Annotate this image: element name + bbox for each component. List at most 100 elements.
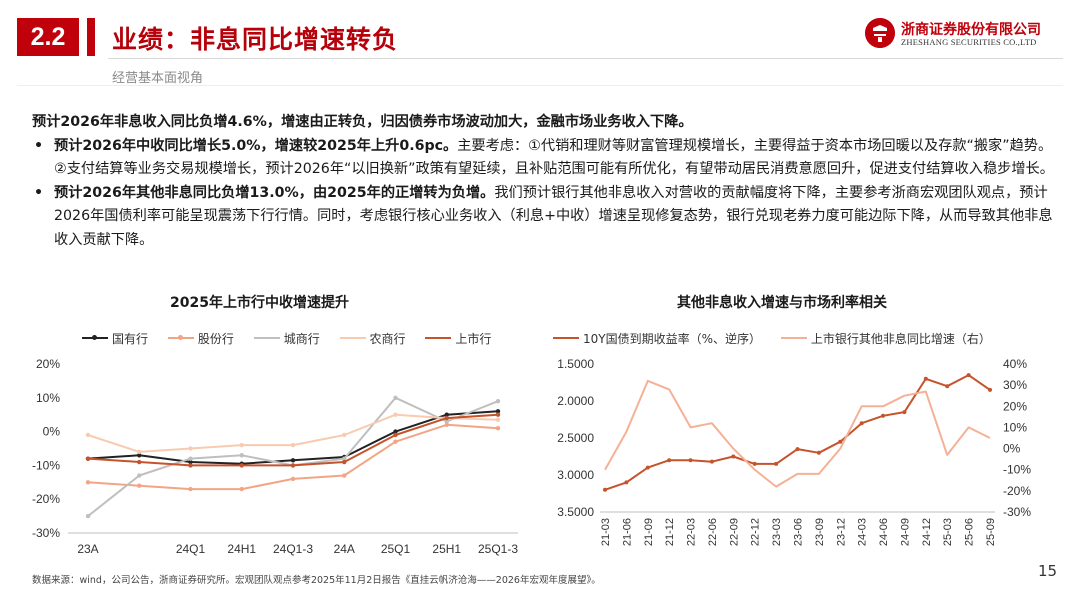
y-tick-label: 0% bbox=[43, 425, 61, 439]
data-point bbox=[924, 377, 928, 381]
legend-item: 城商行 bbox=[254, 330, 320, 347]
data-point bbox=[393, 433, 397, 437]
legend-label: 10Y国债到期收益率（%、逆序） bbox=[583, 330, 761, 347]
x-tick-label: 21-03 bbox=[600, 518, 612, 546]
data-point bbox=[291, 477, 295, 481]
data-point bbox=[86, 480, 90, 484]
x-tick-label: 25Q1-3 bbox=[478, 542, 518, 556]
data-point bbox=[774, 462, 778, 466]
x-tick-label: 24-06 bbox=[878, 518, 890, 546]
legend-item: 上市银行其他非息同比增速（右） bbox=[781, 330, 991, 347]
x-tick-label: 24H1 bbox=[227, 542, 256, 556]
legend-label: 城商行 bbox=[284, 330, 320, 347]
data-point bbox=[945, 384, 949, 388]
data-point bbox=[393, 413, 397, 417]
section-number-badge: 2.2 bbox=[17, 18, 79, 56]
x-tick-label: 23A bbox=[77, 542, 98, 556]
header-divider bbox=[108, 58, 1063, 59]
data-point bbox=[291, 463, 295, 467]
data-point bbox=[137, 460, 141, 464]
data-point bbox=[240, 453, 244, 457]
data-point bbox=[496, 418, 500, 422]
data-point bbox=[967, 373, 971, 377]
legend-item: 国有行 bbox=[82, 330, 148, 347]
y-tick-label: 10% bbox=[36, 391, 60, 405]
data-point bbox=[445, 416, 449, 420]
data-point bbox=[86, 433, 90, 437]
page-subtitle: 经营基本面视角 bbox=[112, 67, 203, 86]
legend-item: 股份行 bbox=[168, 330, 234, 347]
y-tick-label: -20% bbox=[32, 492, 60, 506]
x-tick-label: 23-03 bbox=[771, 518, 783, 546]
data-point bbox=[796, 447, 800, 451]
left-y-tick-label: 3.5000 bbox=[557, 505, 594, 519]
data-point bbox=[137, 450, 141, 454]
data-point bbox=[291, 443, 295, 447]
series-line bbox=[88, 411, 498, 463]
right-y-tick-label: 40% bbox=[1003, 357, 1027, 371]
x-tick-label: 21-12 bbox=[664, 518, 676, 546]
left-chart-legend: 国有行 股份行 城商行 农商行 上市行 bbox=[82, 328, 507, 347]
data-point bbox=[342, 460, 346, 464]
legend-swatch bbox=[553, 337, 579, 339]
legend-swatch bbox=[82, 337, 108, 339]
series-line bbox=[88, 415, 498, 466]
data-point bbox=[689, 458, 693, 462]
title-accent-bar bbox=[87, 18, 95, 56]
data-point bbox=[86, 456, 90, 460]
data-point bbox=[188, 487, 192, 491]
x-tick-label: 25Q1 bbox=[381, 542, 411, 556]
bullet-other-noninterest: • 预计2026年其他非息同比负增13.0%，由2025年的正增转为负增。我们预… bbox=[32, 182, 1062, 253]
data-point bbox=[838, 440, 842, 444]
data-point bbox=[753, 462, 757, 466]
legend-label: 上市银行其他非息同比增速（右） bbox=[811, 330, 991, 347]
x-tick-label: 25-03 bbox=[942, 518, 954, 546]
content-divider bbox=[17, 85, 1063, 86]
data-point bbox=[240, 443, 244, 447]
x-tick-label: 23-06 bbox=[793, 518, 805, 546]
bullet-fee-income-bold: 预计2026年中收同比增长5.0%，增速较2025年上升0.6pc。 bbox=[54, 138, 457, 154]
left-line-chart: -30% -20% -10% 0% 10% 20% 23A 24Q1 24H1 24Q1-3 24A… bbox=[18, 350, 528, 565]
y-tick-label: 20% bbox=[36, 357, 60, 371]
data-point bbox=[710, 460, 714, 464]
data-point bbox=[624, 480, 628, 484]
bullet-glyph: • bbox=[34, 182, 43, 206]
data-point bbox=[988, 388, 992, 392]
data-point bbox=[496, 399, 500, 403]
data-point bbox=[86, 514, 90, 518]
lead-paragraph: 预计2026年非息收入同比负增4.6%，增速由正转负，归因债券市场波动加大，金融… bbox=[32, 111, 1062, 135]
legend-swatch bbox=[168, 337, 194, 339]
right-chart-legend: 10Y国债到期收益率（%、逆序） 上市银行其他非息同比增速（右） bbox=[553, 328, 1007, 347]
data-point bbox=[188, 446, 192, 450]
legend-label: 股份行 bbox=[198, 330, 234, 347]
body-text: 预计2026年非息收入同比负增4.6%，增速由正转负，归因债券市场波动加大，金融… bbox=[32, 111, 1062, 252]
right-y-tick-label: 20% bbox=[1003, 399, 1027, 413]
x-tick-label: 24Q1 bbox=[176, 542, 206, 556]
data-point bbox=[342, 433, 346, 437]
series-line bbox=[605, 381, 990, 487]
data-point bbox=[646, 466, 650, 470]
logo-mark-icon bbox=[865, 18, 895, 48]
x-tick-label: 22-12 bbox=[750, 518, 762, 546]
data-point bbox=[496, 426, 500, 430]
right-y-tick-label: -20% bbox=[1003, 484, 1031, 498]
bullet-glyph: • bbox=[34, 135, 43, 159]
legend-label: 国有行 bbox=[112, 330, 148, 347]
data-point bbox=[496, 413, 500, 417]
logo-company-name-en: ZHESHANG SECURITIES CO.,LTD bbox=[901, 37, 1036, 47]
data-point bbox=[603, 488, 607, 492]
legend-item: 10Y国债到期收益率（%、逆序） bbox=[553, 330, 761, 347]
data-point bbox=[137, 473, 141, 477]
data-point bbox=[240, 487, 244, 491]
x-tick-label: 24-09 bbox=[899, 518, 911, 546]
left-y-tick-label: 2.5000 bbox=[557, 431, 594, 445]
legend-swatch bbox=[254, 337, 280, 339]
data-point bbox=[860, 421, 864, 425]
x-tick-label: 24Q1-3 bbox=[273, 542, 313, 556]
bullet-other-noninterest-bold: 预计2026年其他非息同比负增13.0%，由2025年的正增转为负增。 bbox=[54, 185, 494, 201]
x-tick-label: 21-09 bbox=[643, 518, 655, 546]
data-point bbox=[240, 463, 244, 467]
left-chart-title: 2025年上市行中收增速提升 bbox=[170, 292, 349, 312]
logo-company-name: 浙商证券股份有限公司 bbox=[901, 19, 1041, 39]
x-tick-label: 22-09 bbox=[728, 518, 740, 546]
